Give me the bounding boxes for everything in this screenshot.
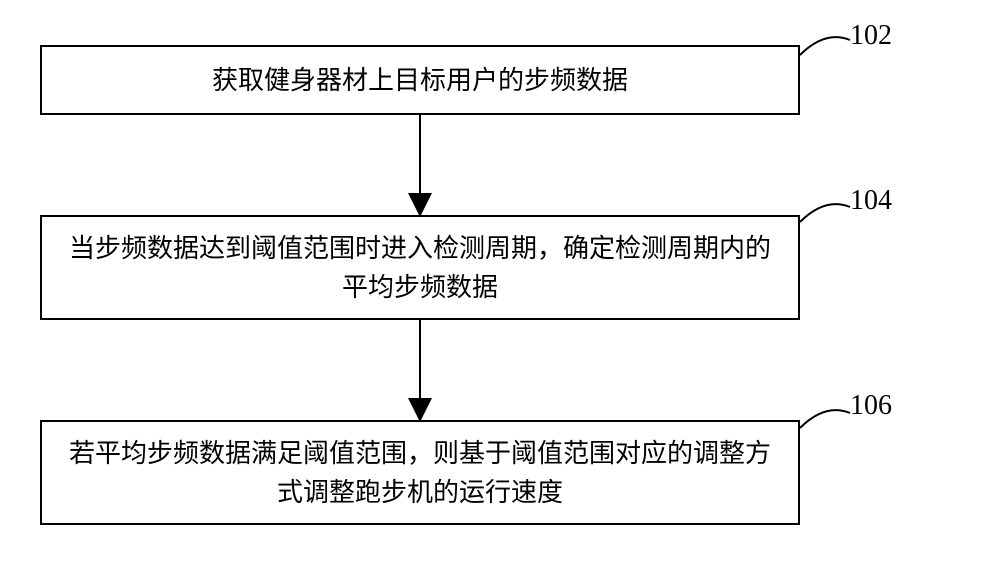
label-leader xyxy=(800,37,850,55)
flowchart-canvas: 获取健身器材上目标用户的步频数据 102 当步频数据达到阈值范围时进入检测周期，… xyxy=(0,0,1000,568)
connectors-svg xyxy=(0,0,1000,568)
label-leader xyxy=(800,204,850,222)
label-leader xyxy=(800,410,850,428)
leader-group xyxy=(800,37,850,428)
